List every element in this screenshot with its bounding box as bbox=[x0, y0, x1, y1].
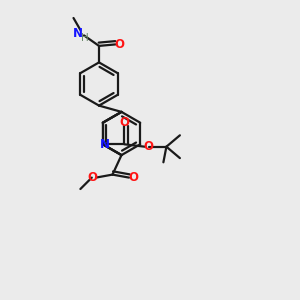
Text: H: H bbox=[81, 33, 88, 43]
Text: N: N bbox=[100, 138, 110, 151]
Text: O: O bbox=[119, 116, 129, 129]
Text: O: O bbox=[128, 171, 138, 184]
Text: O: O bbox=[114, 38, 124, 51]
Text: O: O bbox=[87, 171, 98, 184]
Text: O: O bbox=[143, 140, 153, 153]
Text: N: N bbox=[72, 27, 82, 40]
